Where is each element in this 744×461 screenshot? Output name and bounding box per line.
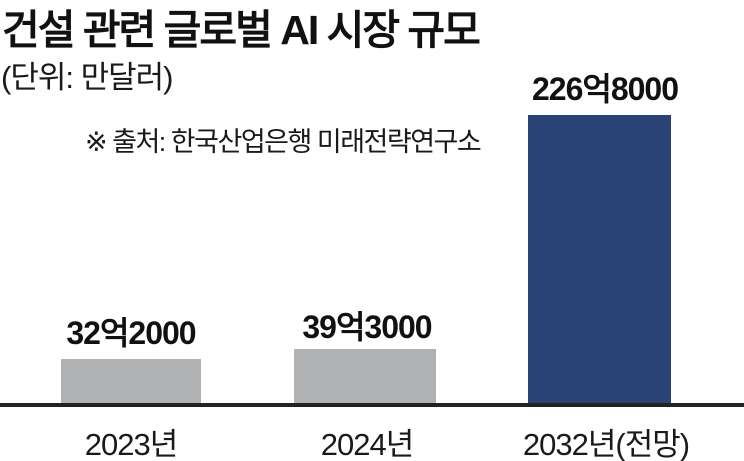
unit-label: (단위: 만달러) [1, 60, 173, 95]
value-label-2024: 39억3000 [302, 309, 432, 345]
bar-2023 [61, 359, 201, 405]
source-note: ※ 출처: 한국산업은행 미래전략연구소 [85, 127, 482, 157]
bar-2024 [294, 349, 436, 405]
value-label-2032: 226억8000 [531, 71, 679, 107]
x-axis-line [0, 403, 744, 407]
chart-title: 건설 관련 글로벌 AI 시장 규모 [2, 7, 481, 53]
bar-2032-highlight [528, 115, 671, 405]
x-axis-label-2024: 2024년 [320, 427, 414, 461]
x-axis-label-2023: 2023년 [84, 427, 178, 461]
value-label-2023: 32억2000 [66, 315, 196, 351]
x-axis-label-2032: 2032년(전망) [522, 427, 690, 461]
